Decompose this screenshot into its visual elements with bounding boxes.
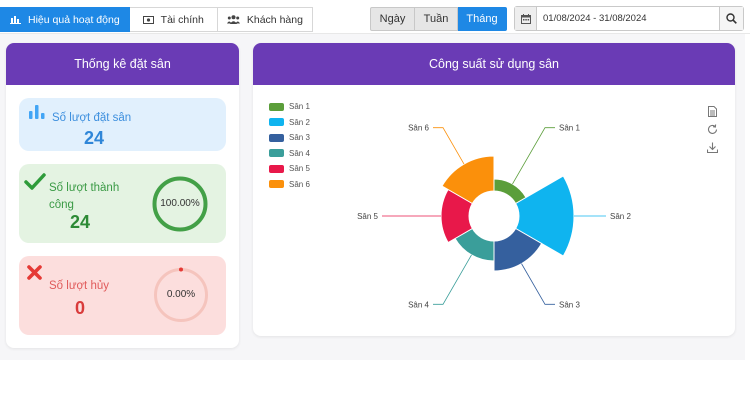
period-toggle: Ngày Tuần Tháng <box>370 7 507 31</box>
label-leader-line <box>512 127 555 185</box>
success-count-value: 24 <box>69 212 91 232</box>
chart-legend: Sân 1 Sân 2 Sân 3 Sân 4 Sân 5 Sân 6 <box>269 99 310 192</box>
capacity-title: Công suất sử dụng sân <box>253 43 735 85</box>
legend-item[interactable]: Sân 6 <box>269 177 310 193</box>
cancel-rate-ring <box>154 267 208 322</box>
success-rate-ring <box>152 176 208 232</box>
booking-count-value: 24 <box>83 128 105 148</box>
sector-label: Sân 3 <box>559 300 580 309</box>
legend-swatch <box>269 102 284 111</box>
check-icon <box>24 173 46 190</box>
sector-label: Sân 6 <box>408 124 429 133</box>
period-week-button[interactable]: Tuần <box>415 7 458 31</box>
label-leader-line <box>521 263 555 305</box>
search-icon[interactable] <box>719 7 743 30</box>
period-month-button[interactable]: Tháng <box>458 7 507 31</box>
booking-count-label: Số lượt đặt sân <box>52 112 132 124</box>
cancel-count-value: 0 <box>74 298 85 318</box>
bar-chart-icon <box>29 105 45 119</box>
sector-label: Sân 1 <box>559 124 580 133</box>
legend-swatch <box>269 164 284 173</box>
booking-stats-card: Thống kê đặt sân Số lượt đặt sân 24 Số l… <box>6 43 239 348</box>
success-count-box: Số lượt thành công 24 100.00% <box>19 164 226 243</box>
legend-label: Sân 4 <box>289 148 310 158</box>
legend-label: Sân 2 <box>289 117 310 127</box>
legend-label: Sân 3 <box>289 133 310 143</box>
rose-sector[interactable] <box>440 188 474 244</box>
sector-label: Sân 4 <box>408 300 429 309</box>
tab-customers-label: Khách hàng <box>246 13 303 26</box>
period-day-button[interactable]: Ngày <box>370 7 415 31</box>
bar-chart-icon <box>10 16 21 24</box>
document-icon[interactable] <box>704 102 720 120</box>
success-label-line2: công <box>49 199 74 211</box>
cancel-rate-text: 0.00% <box>166 289 196 300</box>
legend-item[interactable]: Sân 5 <box>269 161 310 177</box>
download-icon[interactable] <box>704 138 720 156</box>
booking-count-box: Số lượt đặt sân 24 <box>19 98 226 151</box>
rose-sector[interactable] <box>514 175 575 257</box>
refresh-icon[interactable] <box>704 120 720 138</box>
legend-item[interactable]: Sân 3 <box>269 130 310 146</box>
sector-label: Sân 2 <box>610 212 631 221</box>
cross-icon <box>27 265 42 280</box>
calendar-icon[interactable] <box>515 7 537 30</box>
legend-swatch <box>269 180 284 189</box>
label-leader-line <box>433 254 472 305</box>
label-leader-line <box>433 127 465 165</box>
legend-label: Sân 5 <box>289 164 310 174</box>
cancel-count-label: Số lượt hủy <box>49 280 109 292</box>
tab-finance[interactable]: Tài chính <box>129 7 218 32</box>
legend-swatch <box>269 118 284 127</box>
cancel-count-box: Số lượt hủy 0 0.00% <box>19 256 226 335</box>
divider <box>0 33 750 34</box>
money-icon <box>142 15 154 24</box>
sector-label: Sân 5 <box>357 212 378 221</box>
success-label-line1: Số lượt thành <box>49 182 120 194</box>
legend-item[interactable]: Sân 1 <box>269 99 310 115</box>
rose-sector[interactable] <box>493 227 543 272</box>
legend-swatch <box>269 149 284 158</box>
tab-performance-label: Hiệu quả hoạt động <box>28 13 120 26</box>
booking-stats-title: Thống kê đặt sân <box>6 43 239 85</box>
tab-performance[interactable]: Hiệu quả hoạt động <box>0 7 130 32</box>
users-icon <box>226 15 240 24</box>
date-range-picker <box>514 6 744 31</box>
tab-customers[interactable]: Khách hàng <box>217 7 313 32</box>
legend-label: Sân 1 <box>289 102 310 112</box>
rose-sector[interactable] <box>441 155 495 205</box>
legend-item[interactable]: Sân 2 <box>269 115 310 131</box>
capacity-rose-chart: Sân 1 Sân 2 Sân 3 Sân 4 Sân 5 Sân 6 <box>357 124 631 310</box>
success-rate-text: 100.00% <box>160 198 200 209</box>
date-range-input[interactable] <box>537 7 719 30</box>
chart-toolbox <box>704 102 720 156</box>
legend-swatch <box>269 133 284 142</box>
tab-finance-label: Tài chính <box>160 13 204 26</box>
legend-item[interactable]: Sân 4 <box>269 146 310 162</box>
success-count-label: Số lượt thành công <box>49 180 119 214</box>
report-tabs: Hiệu quả hoạt động Tài chính Khách hàng <box>0 7 313 32</box>
legend-label: Sân 6 <box>289 179 310 189</box>
